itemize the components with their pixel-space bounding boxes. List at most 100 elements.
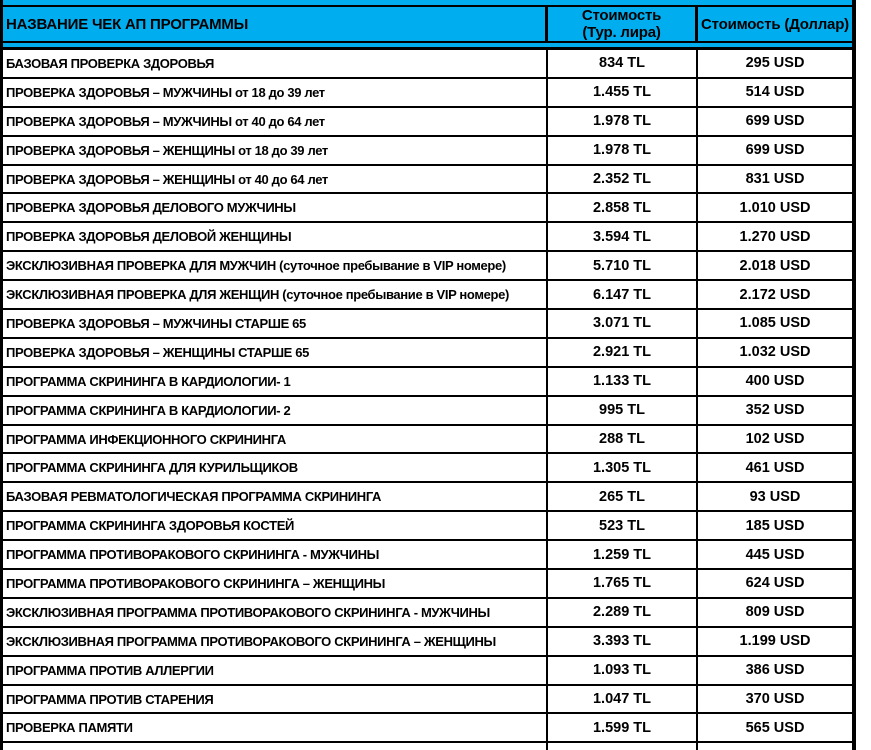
price-dollar-cell: 445 USD xyxy=(745,546,805,563)
price-dollar-cell: 185 USD xyxy=(745,517,805,534)
price-dollar-cell: 370 USD xyxy=(745,691,805,708)
price-lira-cell: 834 TL xyxy=(548,50,698,77)
table-row: ПРОГРАММА ПРОТИВ СТАРЕНИЯ 1.047 TL 370 U… xyxy=(3,685,852,715)
price-lira-cell xyxy=(548,743,698,750)
program-name-cell: ПРОВЕРКА ЗДОРОВЬЯ ДЕЛОВОЙ ЖЕНЩИНЫ xyxy=(3,223,548,251)
program-name-cell: ЭКСКЛЮЗИВНАЯ ПРОГРАММА ПРОТИВОРАКОВОГО С… xyxy=(3,598,548,626)
program-name-cell: ПРОГРАММА ПРОТИВ АЛЛЕРГИИ xyxy=(3,656,548,684)
partial-clipped-row xyxy=(3,743,852,750)
table-row: ПРОГРАММА ПРОТИВОРАКОВОГО СКРИНИНГА - МУ… xyxy=(3,541,852,571)
price-lira-cell: 265 TL xyxy=(548,483,698,511)
table-row: ПРОГРАММА ПРОТИВОРАКОВОГО СКРИНИНГА – ЖЕ… xyxy=(3,570,852,599)
price-dollar-cell: 386 USD xyxy=(745,662,805,679)
program-name-cell: ПРОГРАММА СКРИНИНГА ЗДОРОВЬЯ КОСТЕЙ xyxy=(3,512,548,540)
table-row: ПРОВЕРКА ЗДОРОВЬЯ – МУЖЧИНЫ от 40 до 64 … xyxy=(3,107,852,137)
price-dollar-cell: 2.018 USD xyxy=(739,257,811,274)
price-dollar-cell: 1.010 USD xyxy=(739,199,811,216)
price-lira-cell: 2.352 TL xyxy=(548,165,698,193)
price-dollar-cell: 809 USD xyxy=(745,604,805,621)
table-row: ПРОВЕРКА ЗДОРОВЬЯ ДЕЛОВОГО МУЖЧИНЫ 2.858… xyxy=(3,194,852,224)
table-row: БАЗОВАЯ ПРОВЕРКА ЗДОРОВЬЯ 834 TL 295 USD xyxy=(3,50,852,79)
header-price-lira-line2: (Тур. лира) xyxy=(582,24,661,41)
price-lira-cell: 5.710 TL xyxy=(548,252,698,280)
program-name-cell: ПРОГРАММА СКРИНИНГА ДЛЯ КУРИЛЬЩИКОВ xyxy=(3,454,548,482)
table-row: ПРОГРАММА ПРОТИВ АЛЛЕРГИИ 1.093 TL 386 U… xyxy=(3,656,852,686)
program-name-cell: ПРОВЕРКА ЗДОРОВЬЯ – ЖЕНЩИНЫ от 18 до 39 … xyxy=(3,136,548,164)
price-lira-cell: 3.393 TL xyxy=(548,627,698,655)
price-dollar-cell: 565 USD xyxy=(745,719,805,736)
program-name-cell: ЭКСКЛЮЗИВНАЯ ПРОВЕРКА ДЛЯ ЖЕНЩИН (суточн… xyxy=(3,281,548,309)
program-name-cell: ПРОГРАММА ИНФЕКЦИОННОГО СКРИНИНГА xyxy=(3,425,548,453)
price-dollar-cell: 831 USD xyxy=(745,171,805,187)
price-dollar-cell: 295 USD xyxy=(745,55,805,72)
program-name-cell: ПРОГРАММА ПРОТИВОРАКОВОГО СКРИНИНГА - МУ… xyxy=(3,541,548,569)
table-header-row: НАЗВАНИЕ ЧЕК АП ПРОГРАММЫ Стоимость (Тур… xyxy=(3,5,852,43)
price-lira-cell: 1.133 TL xyxy=(548,367,698,395)
program-name-cell: ПРОГРАММА ПРОТИВОРАКОВОГО СКРИНИНГА – ЖЕ… xyxy=(3,570,548,597)
program-name-cell: БАЗОВАЯ ПРОВЕРКА ЗДОРОВЬЯ xyxy=(3,50,548,77)
price-dollar-cell: 400 USD xyxy=(745,373,805,390)
program-name-cell: ПРОВЕРКА ЗДОРОВЬЯ – ЖЕНЩИНЫ от 40 до 64 … xyxy=(3,165,548,193)
price-lira-cell: 3.594 TL xyxy=(548,223,698,251)
price-lira-cell: 1.455 TL xyxy=(548,78,698,106)
header-price-lira-column: Стоимость (Тур. лира) xyxy=(548,7,698,41)
program-name-cell: ПРОГРАММА ПРОТИВ СТАРЕНИЯ xyxy=(3,685,548,713)
price-dollar-cell: 624 USD xyxy=(745,575,805,592)
price-dollar-cell xyxy=(698,743,852,750)
table-row: ЭКСКЛЮЗИВНАЯ ПРОГРАММА ПРОТИВОРАКОВОГО С… xyxy=(3,627,852,657)
price-lira-cell: 2.921 TL xyxy=(548,338,698,366)
table-row: ПРОВЕРКА ПАМЯТИ 1.599 TL 565 USD xyxy=(3,714,852,744)
program-name-cell: ЭКСКЛЮЗИВНАЯ ПРОВЕРКА ДЛЯ МУЖЧИН (суточн… xyxy=(3,252,548,280)
price-lira-cell: 1.765 TL xyxy=(548,570,698,597)
program-name-cell: ПРОВЕРКА ЗДОРОВЬЯ – МУЖЧИНЫ от 40 до 64 … xyxy=(3,107,548,135)
table-row: БАЗОВАЯ РЕВМАТОЛОГИЧЕСКАЯ ПРОГРАММА СКРИ… xyxy=(3,483,852,513)
price-lira-cell: 288 TL xyxy=(548,425,698,453)
table-row: ПРОГРАММА СКРИНИНГА ЗДОРОВЬЯ КОСТЕЙ 523 … xyxy=(3,512,852,542)
table-row: ПРОГРАММА СКРИНИНГА В КАРДИОЛОГИИ- 1 1.1… xyxy=(3,367,852,397)
table-row: ПРОВЕРКА ЗДОРОВЬЯ – ЖЕНЩИНЫ от 40 до 64 … xyxy=(3,165,852,195)
program-name-cell: ЭКСКЛЮЗИВНАЯ ПРОГРАММА ПРОТИВОРАКОВОГО С… xyxy=(3,627,548,655)
price-dollar-cell: 1.199 USD xyxy=(739,633,811,650)
program-name-cell: ПРОВЕРКА ПАМЯТИ xyxy=(3,714,548,742)
program-name-cell: ПРОВЕРКА ЗДОРОВЬЯ – МУЖЧИНЫ от 18 до 39 … xyxy=(3,78,548,106)
price-dollar-cell: 699 USD xyxy=(745,113,805,130)
price-lira-cell: 1.093 TL xyxy=(548,656,698,684)
price-lira-cell: 1.305 TL xyxy=(548,454,698,482)
price-lira-cell: 1.259 TL xyxy=(548,541,698,569)
program-name-cell: ПРОВЕРКА ЗДОРОВЬЯ – ЖЕНЩИНЫ СТАРШЕ 65 xyxy=(3,338,548,366)
price-lira-cell: 1.599 TL xyxy=(548,714,698,742)
price-dollar-cell: 93 USD xyxy=(749,488,801,505)
price-dollar-cell: 514 USD xyxy=(745,84,805,101)
program-name-cell: ПРОГРАММА СКРИНИНГА В КАРДИОЛОГИИ- 2 xyxy=(3,396,548,424)
table-row: ПРОВЕРКА ЗДОРОВЬЯ – МУЖЧИНЫ СТАРШЕ 65 3.… xyxy=(3,310,852,339)
price-dollar-cell: 1.032 USD xyxy=(739,344,811,361)
price-lira-cell: 1.978 TL xyxy=(548,136,698,164)
price-dollar-cell: 352 USD xyxy=(745,402,805,419)
table-row: ПРОВЕРКА ЗДОРОВЬЯ – МУЖЧИНЫ от 18 до 39 … xyxy=(3,78,852,108)
table-row: ЭКСКЛЮЗИВНАЯ ПРОГРАММА ПРОТИВОРАКОВОГО С… xyxy=(3,598,852,628)
price-lira-cell: 6.147 TL xyxy=(548,281,698,309)
table-row: ПРОВЕРКА ЗДОРОВЬЯ – ЖЕНЩИНЫ от 18 до 39 … xyxy=(3,136,852,166)
table-row: ПРОГРАММА СКРИНИНГА ДЛЯ КУРИЛЬЩИКОВ 1.30… xyxy=(3,454,852,484)
table-row: ПРОГРАММА ИНФЕКЦИОННОГО СКРИНИНГА 288 TL… xyxy=(3,425,852,455)
price-dollar-cell: 1.085 USD xyxy=(739,315,811,332)
program-name-cell: ПРОГРАММА СКРИНИНГА В КАРДИОЛОГИИ- 1 xyxy=(3,367,548,395)
program-name-cell: ПРОВЕРКА ЗДОРОВЬЯ ДЕЛОВОГО МУЖЧИНЫ xyxy=(3,194,548,222)
price-lira-cell: 1.047 TL xyxy=(548,685,698,713)
program-name-cell xyxy=(3,743,548,750)
header-program-name-column: НАЗВАНИЕ ЧЕК АП ПРОГРАММЫ xyxy=(3,7,548,41)
table-row: ПРОГРАММА СКРИНИНГА В КАРДИОЛОГИИ- 2 995… xyxy=(3,396,852,426)
price-lira-cell: 3.071 TL xyxy=(548,310,698,337)
price-dollar-cell: 699 USD xyxy=(745,142,805,159)
table-header: НАЗВАНИЕ ЧЕК АП ПРОГРАММЫ Стоимость (Тур… xyxy=(0,0,856,47)
program-name-cell: БАЗОВАЯ РЕВМАТОЛОГИЧЕСКАЯ ПРОГРАММА СКРИ… xyxy=(3,483,548,511)
price-dollar-cell: 102 USD xyxy=(745,431,805,448)
price-dollar-cell: 461 USD xyxy=(745,459,805,476)
price-lira-cell: 1.978 TL xyxy=(548,107,698,135)
price-lira-cell: 523 TL xyxy=(548,512,698,540)
table-row: ЭКСКЛЮЗИВНАЯ ПРОВЕРКА ДЛЯ МУЖЧИН (суточн… xyxy=(3,252,852,282)
price-lira-cell: 2.289 TL xyxy=(548,598,698,626)
table-row: ПРОВЕРКА ЗДОРОВЬЯ – ЖЕНЩИНЫ СТАРШЕ 65 2.… xyxy=(3,338,852,368)
